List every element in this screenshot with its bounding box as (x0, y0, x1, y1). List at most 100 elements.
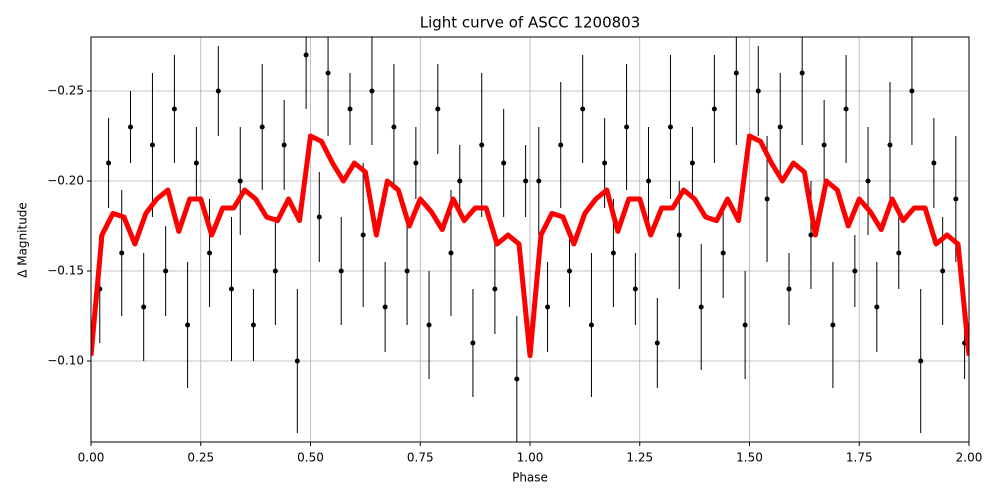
data-point (799, 70, 805, 76)
data-point (259, 124, 265, 130)
data-point (272, 268, 278, 274)
y-axis-label: Δ Magnitude (16, 202, 30, 278)
y-tick-label: −0.10 (47, 354, 84, 368)
x-axis-label: Phase (512, 471, 548, 485)
data-point (404, 268, 410, 274)
data-point (501, 160, 507, 166)
data-point (448, 250, 454, 256)
data-point (689, 160, 695, 166)
data-point (391, 124, 397, 130)
data-point (602, 160, 608, 166)
x-tick-label: 1.75 (846, 451, 873, 465)
data-point (733, 70, 739, 76)
data-point (918, 358, 924, 364)
data-point (698, 304, 704, 310)
data-point (479, 142, 485, 148)
chart-title: Light curve of ASCC 1200803 (420, 14, 641, 32)
data-point (382, 304, 388, 310)
data-point (523, 178, 529, 184)
data-point (316, 214, 322, 220)
data-point (808, 232, 814, 238)
data-point (909, 88, 915, 94)
data-point (755, 88, 761, 94)
axes: 0.00 0.25 0.50 0.75 1.00 1.25 1.50 1.75 2.00 −0.2… (47, 84, 982, 465)
data-point (874, 304, 880, 310)
data-point (514, 376, 520, 382)
data-point (720, 250, 726, 256)
data-point (545, 304, 551, 310)
data-point (786, 286, 792, 292)
data-point (360, 232, 366, 238)
data-point (764, 196, 770, 202)
y-tick-label: −0.15 (47, 264, 84, 278)
data-point (119, 250, 125, 256)
data-point (711, 106, 717, 112)
data-point (369, 88, 375, 94)
data-point (141, 304, 147, 310)
data-point (457, 178, 463, 184)
data-point (185, 322, 191, 328)
data-point (193, 160, 199, 166)
x-tick-label: 0.75 (407, 451, 434, 465)
x-tick-label: 1.50 (736, 451, 763, 465)
data-point (865, 178, 871, 184)
data-point (843, 106, 849, 112)
data-point (667, 124, 673, 130)
plot-frame (90, 36, 970, 443)
data-point (149, 142, 155, 148)
data-point (676, 232, 682, 238)
data-point (281, 142, 287, 148)
data-point (777, 124, 783, 130)
data-point (536, 178, 542, 184)
data-point (953, 196, 959, 202)
data-point (940, 268, 946, 274)
trend-line (91, 133, 969, 359)
y-tick-label: −0.20 (47, 174, 84, 188)
data-point (610, 250, 616, 256)
data-point (237, 178, 243, 184)
x-tick-label: 1.00 (517, 451, 544, 465)
data-point (654, 340, 660, 346)
x-tick-label: 0.50 (297, 451, 324, 465)
data-point (215, 88, 221, 94)
plot-area (91, 37, 969, 442)
data-point (742, 322, 748, 328)
data-point (250, 322, 256, 328)
grid (90, 37, 970, 442)
data-point (588, 322, 594, 328)
data-point (163, 268, 169, 274)
data-point (567, 268, 573, 274)
data-point (624, 124, 630, 130)
data-point (830, 322, 836, 328)
data-point (171, 106, 177, 112)
x-tick-label: 2.00 (956, 451, 983, 465)
data-point (325, 70, 331, 76)
data-point (106, 160, 112, 166)
data-point (128, 124, 134, 130)
y-tick-label: −0.25 (47, 84, 84, 98)
data-point (413, 160, 419, 166)
x-tick-label: 0.25 (187, 451, 214, 465)
data-point (558, 142, 564, 148)
data-point (887, 142, 893, 148)
data-point (931, 160, 937, 166)
data-point (492, 286, 498, 292)
data-point (338, 268, 344, 274)
data-point (426, 322, 432, 328)
data-point (347, 106, 353, 112)
data-point (632, 286, 638, 292)
data-point (470, 340, 476, 346)
data-point (580, 106, 586, 112)
data-point (646, 178, 652, 184)
data-point (303, 52, 309, 58)
data-point (294, 358, 300, 364)
x-tick-label: 0.00 (78, 451, 105, 465)
data-point (207, 250, 213, 256)
data-point (228, 286, 234, 292)
data-point (435, 106, 441, 112)
data-point (852, 268, 858, 274)
data-point (896, 250, 902, 256)
data-point (821, 142, 827, 148)
